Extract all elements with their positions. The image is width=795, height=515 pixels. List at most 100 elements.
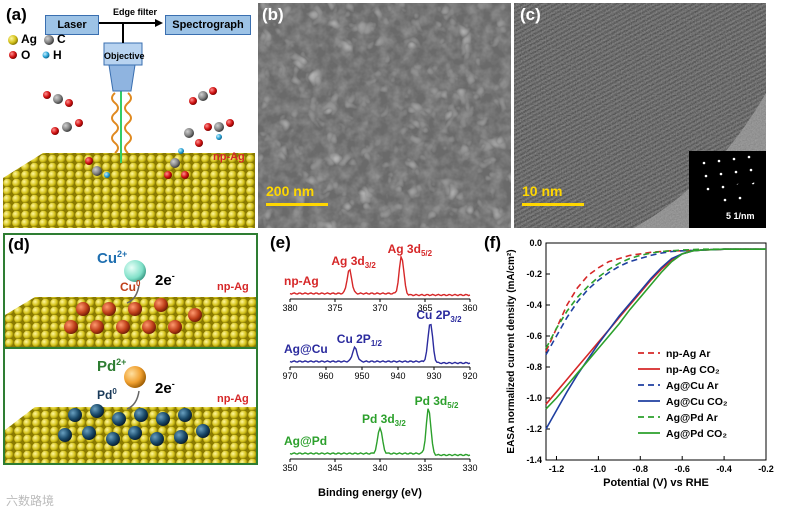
panel-b: (b) 200 nm <box>258 3 511 228</box>
np-ag-top-label: np-Ag <box>217 281 249 293</box>
xps-peak-label: Ag 3d5/2 <box>388 242 433 258</box>
y-tick-label: -1.4 <box>526 455 542 465</box>
lsv-chart: -1.2 -1.0 -0.8 -0.6 -0.4 -0.2 0.0 -0.2 -0.4 -0.6 -… <box>506 238 774 489</box>
x-tick-label: -0.6 <box>674 464 690 474</box>
xps-peak-label: Pd 3d3/2 <box>362 412 406 428</box>
xps-peak-subscript: 3/2 <box>450 315 462 324</box>
h-atom-icon <box>42 51 50 59</box>
xps-tick-label: 950 <box>354 371 369 381</box>
pd-atoms <box>58 404 210 446</box>
xps-peak-subscript: 5/2 <box>447 401 459 410</box>
series-line <box>545 248 766 430</box>
pd-ion-label: Pd2+ <box>97 357 127 375</box>
xps-sample-name: Ag@Pd <box>284 434 327 448</box>
scatter-wave-icon <box>111 92 119 154</box>
arrow-head-icon <box>155 19 163 27</box>
xps-peak-subscript: 3/2 <box>365 261 377 270</box>
legend-entry: np-Ag CO₂ <box>666 364 720 376</box>
xps-tick-label: 940 <box>390 371 405 381</box>
panel-a-label: (a) <box>6 5 27 24</box>
np-ag-bottom-label: np-Ag <box>217 393 249 405</box>
electrons-label-bottom: 2e- <box>155 379 175 397</box>
y-axis-label: EASA normalized current density (mA/cm²) <box>506 249 517 453</box>
xps-tick-label: 370 <box>372 303 387 313</box>
xps-spectrum-line <box>289 323 471 365</box>
xps-tick-label: 930 <box>426 371 441 381</box>
panel-f: -1.2 -1.0 -0.8 -0.6 -0.4 -0.2 0.0 -0.2 -0.4 -0.6 -… <box>484 233 792 508</box>
electrons-label-top: 2e- <box>155 271 175 289</box>
cu-atoms <box>64 298 202 334</box>
panel-f-label: (f) <box>484 233 501 252</box>
legend-entry: Ag@Pd CO₂ <box>666 428 727 440</box>
xps-tick-label: 350 <box>282 463 297 473</box>
y-tick-label: -1.2 <box>526 424 542 434</box>
xps-tick-label: 920 <box>462 371 477 381</box>
beam-stop <box>692 176 756 214</box>
panel-c-label: (c) <box>520 5 541 24</box>
y-tick-label: -0.8 <box>526 362 542 372</box>
reduction-arrow-icon <box>126 390 140 410</box>
co2-molecule-icon <box>184 128 203 147</box>
xps-xlabel: Binding energy (eV) <box>318 487 422 499</box>
spectrograph-box: Spectrograph <box>165 15 251 35</box>
adsorbate-molecule-icon <box>164 148 189 179</box>
legend-ag: Ag <box>21 32 37 46</box>
y-tick-label: -0.4 <box>526 300 542 310</box>
xps-tick-label: 960 <box>318 371 333 381</box>
panel-d: (d) Cu2+ 2e- Cu0 np-Ag Pd2+ 2e- Pd0 np-A… <box>3 233 258 465</box>
watermark: 六数路境 <box>6 494 55 508</box>
pd-ion-icon <box>124 366 146 388</box>
xps-tick-label: 345 <box>327 463 342 473</box>
panel-d-illustration <box>5 235 256 463</box>
scatter-wave-icon <box>124 92 132 154</box>
panel-e: 380 375 370 365 360 np-Ag Ag 3d3/2 Ag 3d5/2 970 9… <box>262 233 484 503</box>
xps-tick-label: 335 <box>417 463 432 473</box>
xps-sample-name: np-Ag <box>284 274 319 288</box>
ag-atom-icon <box>8 35 18 45</box>
series-line <box>545 248 766 355</box>
panel-b-label: (b) <box>262 5 284 24</box>
x-axis-label: Potential (V) vs RHE <box>603 477 709 489</box>
xps-tick-label: 365 <box>417 303 432 313</box>
sem-image <box>258 3 511 228</box>
legend-o: O <box>21 48 31 62</box>
xps-peak-label: Pd 3d5/2 <box>415 394 459 410</box>
xps-peak-subscript: 1/2 <box>371 339 383 348</box>
adsorbate-molecule-icon <box>85 157 110 178</box>
formate-molecule-icon <box>204 119 234 140</box>
diffraction-inset <box>689 151 766 228</box>
objective-lens <box>108 64 136 92</box>
cu-ion-icon <box>124 260 146 282</box>
y-tick-label: -1.0 <box>526 393 542 403</box>
panel-c: (c) 10 nm 5 1/nm <box>514 3 766 228</box>
co2-molecule-icon <box>43 91 73 107</box>
sem-scale-label: 200 nm <box>266 183 315 199</box>
x-tick-label: -0.4 <box>716 464 732 474</box>
pd-metal-label: Pd0 <box>97 387 117 402</box>
inset-scale-label: 5 1/nm <box>726 211 755 221</box>
y-tick-label: 0.0 <box>529 238 542 248</box>
xps-tick-label: 375 <box>327 303 342 313</box>
xps-spectra: 380 375 370 365 360 np-Ag Ag 3d3/2 Ag 3d5/2 970 9… <box>282 242 477 473</box>
cu-metal-label: Cu0 <box>120 279 141 294</box>
tem-image <box>514 3 766 228</box>
ag-surface <box>3 153 255 228</box>
xps-peak-subscript: 3/2 <box>395 419 407 428</box>
tem-scale-bar <box>522 203 584 206</box>
c-atom-icon <box>44 35 54 45</box>
objective-label: Objective <box>104 51 145 61</box>
xps-tick-label: 340 <box>372 463 387 473</box>
xps-tick-label: 330 <box>462 463 477 473</box>
xps-sample-name: Ag@Cu <box>284 342 328 356</box>
series-line <box>545 248 766 410</box>
co2-molecule-icon <box>189 87 217 105</box>
panel-a-illustration <box>3 19 255 228</box>
xps-tick-label: 380 <box>282 303 297 313</box>
legend-h: H <box>53 48 62 62</box>
panel-e-label: (e) <box>270 233 291 252</box>
xps-peak-label: Cu 2P3/2 <box>416 308 462 324</box>
legend-entry: Ag@Cu CO₂ <box>666 396 728 408</box>
xps-tick-label: 970 <box>282 371 297 381</box>
xps-peak-subscript: 5/2 <box>421 249 433 258</box>
cu-ion-label: Cu2+ <box>97 249 128 267</box>
